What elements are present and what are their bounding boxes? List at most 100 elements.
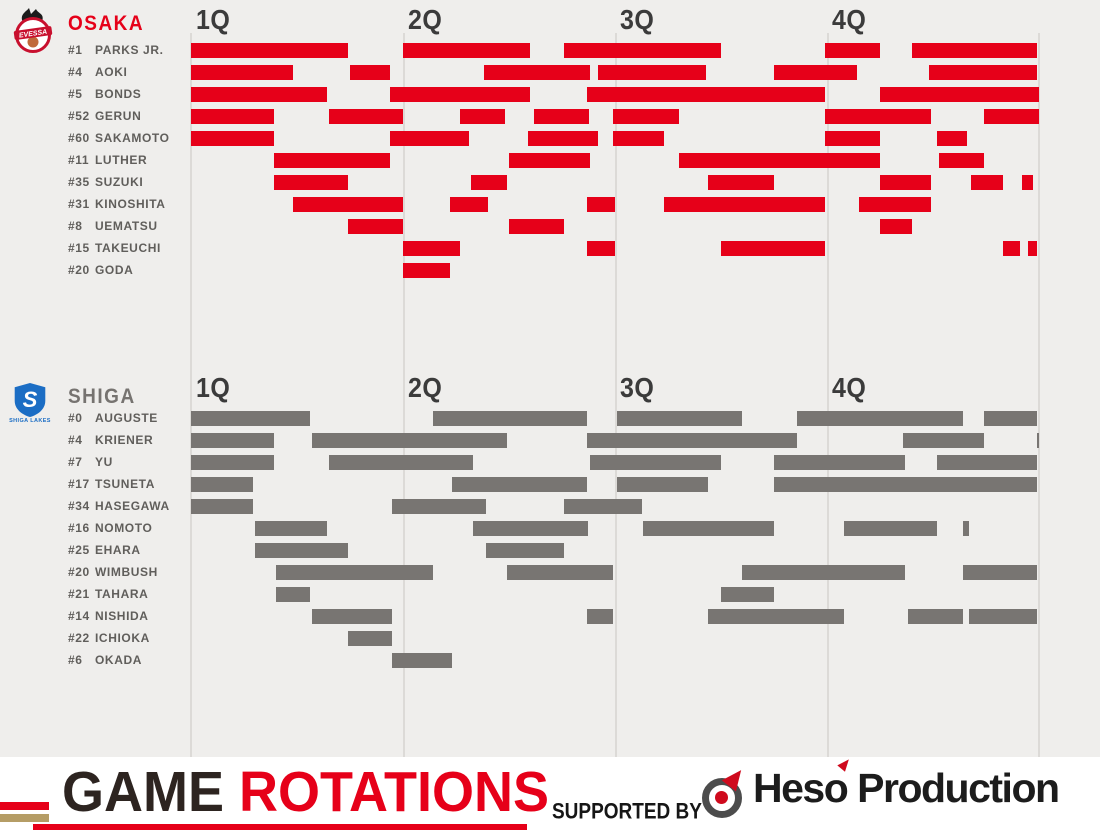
team-name-osaka: OSAKA (68, 12, 145, 36)
player-name: NOMOTO (95, 521, 153, 535)
gridline-3q (615, 33, 617, 757)
rotation-bar (708, 175, 774, 190)
sponsor-text-post: Production (847, 765, 1060, 811)
rotation-bar (483, 65, 590, 80)
rotation-bar (392, 653, 452, 668)
player-name: TSUNETA (95, 477, 155, 491)
rotation-bar (403, 241, 461, 256)
rotation-bar (470, 175, 507, 190)
rotation-bar (983, 411, 1037, 426)
rotation-bar (506, 565, 613, 580)
rotation-bar (1028, 241, 1037, 256)
rotation-bar (937, 455, 1037, 470)
player-number: #20 (68, 565, 90, 579)
rotation-bar (449, 197, 488, 212)
rotation-bar (587, 609, 613, 624)
rotation-bar (191, 477, 253, 492)
player-name: EHARA (95, 543, 141, 557)
player-number: #4 (68, 433, 83, 447)
rotation-bar (451, 477, 588, 492)
player-number: #35 (68, 175, 90, 189)
rotation-bar (824, 43, 880, 58)
rotation-bar (880, 219, 912, 234)
rotation-bar (564, 499, 643, 514)
dot-icon (715, 791, 728, 804)
rotation-bar (254, 543, 348, 558)
player-name: LUTHER (95, 153, 148, 167)
player-number: #8 (68, 219, 83, 233)
rotation-bar (273, 153, 391, 168)
rotation-bar (509, 219, 565, 234)
rotation-bar (485, 543, 565, 558)
gridline-2q (403, 33, 405, 757)
heso-production-logo (700, 764, 749, 818)
rotation-bar (774, 455, 906, 470)
player-number: #14 (68, 609, 90, 623)
rotation-bar (390, 87, 531, 102)
rotation-bar (191, 65, 293, 80)
rotation-bar (311, 433, 507, 448)
rotation-bar (983, 109, 1039, 124)
ring-icon (702, 778, 742, 818)
rotation-bar (721, 587, 774, 602)
quarter-label-1q-shiga: 1Q (196, 373, 231, 404)
player-name: GERUN (95, 109, 142, 123)
rotation-bar (587, 87, 825, 102)
rotation-bar (971, 175, 1003, 190)
quarter-label-2q-osaka: 2Q (408, 5, 443, 36)
rotation-bar (721, 241, 825, 256)
player-name: GODA (95, 263, 134, 277)
rotation-bar (328, 455, 473, 470)
footer-title-rotations: ROTATIONS (239, 761, 549, 824)
rotation-bar (392, 499, 486, 514)
footer-underline (33, 824, 527, 830)
rotation-bar (1022, 175, 1033, 190)
player-name: TAHARA (95, 587, 149, 601)
rotation-bar (774, 65, 857, 80)
player-name: BONDS (95, 87, 142, 101)
rotation-bar (191, 43, 348, 58)
rotation-bar (347, 219, 403, 234)
rotation-bar (880, 175, 931, 190)
rotation-bar (1003, 241, 1020, 256)
footer-title-game: GAME (62, 761, 224, 824)
footer-stripe-red (0, 802, 49, 810)
player-number: #17 (68, 477, 90, 491)
player-number: #25 (68, 543, 90, 557)
footer-title: GAME ROTATIONS (62, 760, 549, 824)
rotation-bar (880, 87, 1039, 102)
rotation-bar (903, 433, 984, 448)
player-number: #0 (68, 411, 83, 425)
rotation-bar (969, 609, 1037, 624)
player-name: KRIENER (95, 433, 154, 447)
rotation-bar (937, 131, 967, 146)
rotation-bar (191, 433, 274, 448)
player-name: AOKI (95, 65, 128, 79)
footer-banner: GAME ROTATIONS SUPPORTED BY Heso Product… (0, 756, 1100, 830)
player-number: #20 (68, 263, 90, 277)
player-number: #1 (68, 43, 83, 57)
rotation-bar (564, 43, 721, 58)
player-name: HASEGAWA (95, 499, 170, 513)
quarter-label-2q-shiga: 2Q (408, 373, 443, 404)
sponsor-text-pre: Hes (753, 765, 825, 811)
rotation-bar (587, 241, 615, 256)
rotation-bar (858, 197, 931, 212)
rotation-bar (275, 565, 433, 580)
rotation-bar (403, 43, 531, 58)
player-name: ICHIOKA (95, 631, 150, 645)
player-number: #5 (68, 87, 83, 101)
rotation-bar (742, 565, 906, 580)
rotation-bar (824, 109, 931, 124)
rotation-bar (844, 521, 938, 536)
rotation-bar (939, 153, 984, 168)
rotation-bar (962, 521, 970, 536)
gridline-4q (827, 33, 829, 757)
rotation-bar (1036, 433, 1039, 448)
footer-stripe-gold (0, 814, 49, 822)
player-name: WIMBUSH (95, 565, 158, 579)
rotation-bar (824, 131, 880, 146)
rotation-bar (617, 477, 709, 492)
player-number: #60 (68, 131, 90, 145)
player-name: NISHIDA (95, 609, 149, 623)
